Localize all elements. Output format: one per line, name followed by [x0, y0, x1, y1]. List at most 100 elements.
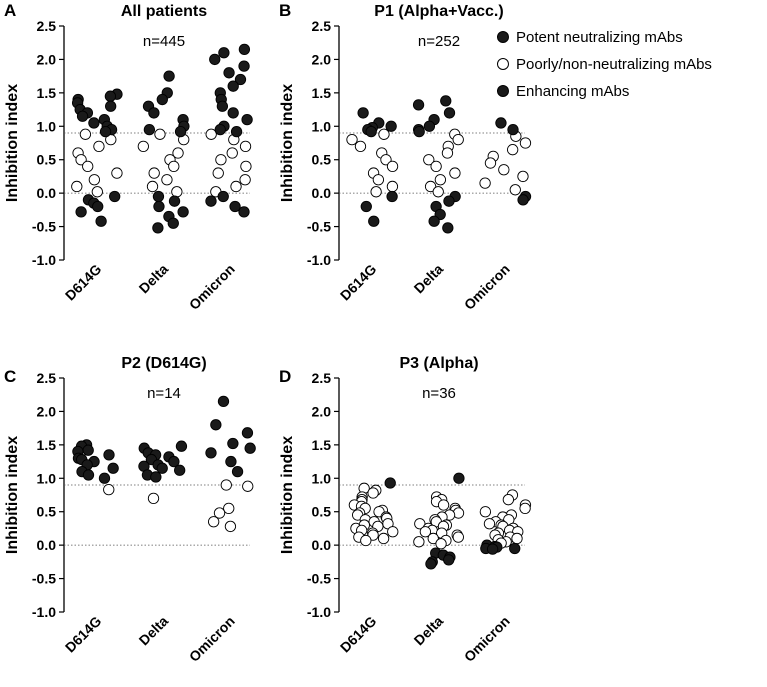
y-tick-label: 1.5 — [312, 437, 332, 453]
y-tick-label: -1.0 — [307, 604, 331, 620]
data-point-poor — [479, 177, 491, 189]
y-tick-label: 1.0 — [37, 470, 57, 486]
data-point-potent — [223, 67, 235, 79]
data-point-poor — [208, 516, 220, 528]
legend: Potent neutralizing mAbs Poorly/non-neut… — [497, 29, 712, 100]
data-point-poor — [380, 154, 392, 166]
data-point-potent — [174, 464, 186, 476]
data-point-poor — [154, 128, 166, 140]
data-point-poor — [387, 526, 399, 538]
x-tick-label: Omicron — [461, 613, 513, 665]
data-point-poor — [427, 532, 439, 545]
data-point-poor — [386, 160, 399, 173]
data-point-poor — [103, 484, 115, 496]
x-tick-label: D614G — [337, 261, 380, 304]
y-tick-label: 1.0 — [312, 118, 332, 134]
y-tick-label: 0.5 — [37, 504, 57, 520]
data-point-potent — [209, 53, 221, 66]
data-point-poor — [230, 180, 242, 193]
data-point-potent — [384, 477, 396, 489]
x-tick-label: D614G — [62, 261, 105, 304]
data-point-poor — [519, 137, 532, 149]
data-point-poor — [137, 140, 149, 152]
data-point-poor — [220, 479, 232, 491]
y-tick-label: -1.0 — [32, 604, 56, 620]
y-tick-label: -0.5 — [307, 571, 331, 587]
y-tick-label: -0.5 — [307, 219, 331, 235]
data-point-potent — [423, 120, 436, 132]
sample-size-label: n=445 — [143, 33, 185, 50]
y-tick-label: -1.0 — [307, 252, 331, 268]
y-tick-label: 2.0 — [37, 51, 57, 67]
x-tick-label: Omicron — [186, 613, 238, 665]
legend-label-potent: Potent neutralizing mAbs — [516, 29, 683, 46]
panel-title: P2 (D614G) — [121, 355, 206, 372]
data-point-potent — [238, 60, 250, 72]
data-point-poor — [239, 174, 251, 186]
panel-letter: B — [279, 1, 291, 20]
data-point-potent — [76, 110, 89, 122]
data-point-enhancing — [360, 200, 372, 213]
y-tick-label: 0.5 — [312, 152, 332, 168]
data-point-poor — [171, 186, 183, 198]
y-tick-label: 0.5 — [37, 152, 57, 168]
data-point-enhancing — [229, 200, 241, 213]
data-point-poor — [386, 180, 399, 193]
data-point-potent — [230, 125, 243, 138]
panel-title: P1 (Alpha+Vacc.) — [374, 3, 503, 20]
data-point-potent — [440, 95, 452, 107]
sample-size-label: n=252 — [418, 33, 460, 50]
sample-size-label: n=36 — [422, 385, 456, 402]
y-tick-label: 1.0 — [37, 118, 57, 134]
data-point-poor — [434, 174, 447, 186]
data-point-poor — [498, 164, 510, 176]
data-point-poor — [483, 518, 496, 530]
legend-marker-potent — [497, 31, 509, 43]
data-point-potent — [238, 43, 251, 56]
data-point-potent — [99, 125, 112, 138]
data-point-potent — [453, 472, 465, 484]
y-axis-title: Inhibition index — [279, 436, 296, 554]
data-point-poor — [215, 154, 227, 166]
data-point-poor — [437, 499, 450, 511]
data-point-potent — [205, 447, 217, 459]
data-point-potent — [103, 449, 115, 461]
data-point-poor — [432, 186, 444, 198]
y-axis-title: Inhibition index — [4, 84, 21, 202]
y-tick-label: 2.5 — [37, 18, 57, 34]
data-point-enhancing — [386, 190, 398, 203]
y-tick-label: 2.5 — [37, 370, 57, 386]
y-tick-label: 2.0 — [37, 403, 57, 419]
data-point-potent — [150, 471, 162, 483]
data-point-poor — [414, 518, 426, 530]
data-point-poor — [226, 147, 238, 159]
y-tick-label: 2.0 — [312, 403, 332, 419]
data-point-poor — [452, 134, 464, 146]
data-point-enhancing — [167, 217, 179, 229]
data-point-enhancing — [217, 190, 229, 203]
y-tick-label: 1.5 — [37, 437, 57, 453]
data-point-potent — [385, 120, 397, 132]
y-tick-label: 2.5 — [312, 18, 332, 34]
data-point-poor — [377, 532, 390, 545]
data-point-potent — [148, 107, 160, 119]
legend-marker-enhancing — [497, 85, 509, 97]
y-tick-label: -0.5 — [32, 571, 56, 587]
x-tick-label: Delta — [136, 613, 172, 649]
data-point-poor — [435, 538, 447, 550]
data-point-poor — [484, 157, 497, 169]
data-point-enhancing — [428, 215, 440, 227]
data-point-enhancing — [443, 195, 455, 207]
data-point-poor — [75, 154, 87, 166]
data-point-enhancing — [152, 190, 165, 203]
data-point-poor — [223, 502, 235, 515]
data-point-enhancing — [109, 190, 121, 203]
data-point-potent — [105, 100, 117, 112]
y-tick-label: -1.0 — [32, 252, 56, 268]
data-point-poor — [82, 160, 94, 173]
data-point-poor — [354, 140, 367, 152]
y-tick-label: -0.5 — [32, 219, 56, 235]
data-point-poor — [511, 532, 523, 545]
data-point-potent — [227, 107, 239, 119]
